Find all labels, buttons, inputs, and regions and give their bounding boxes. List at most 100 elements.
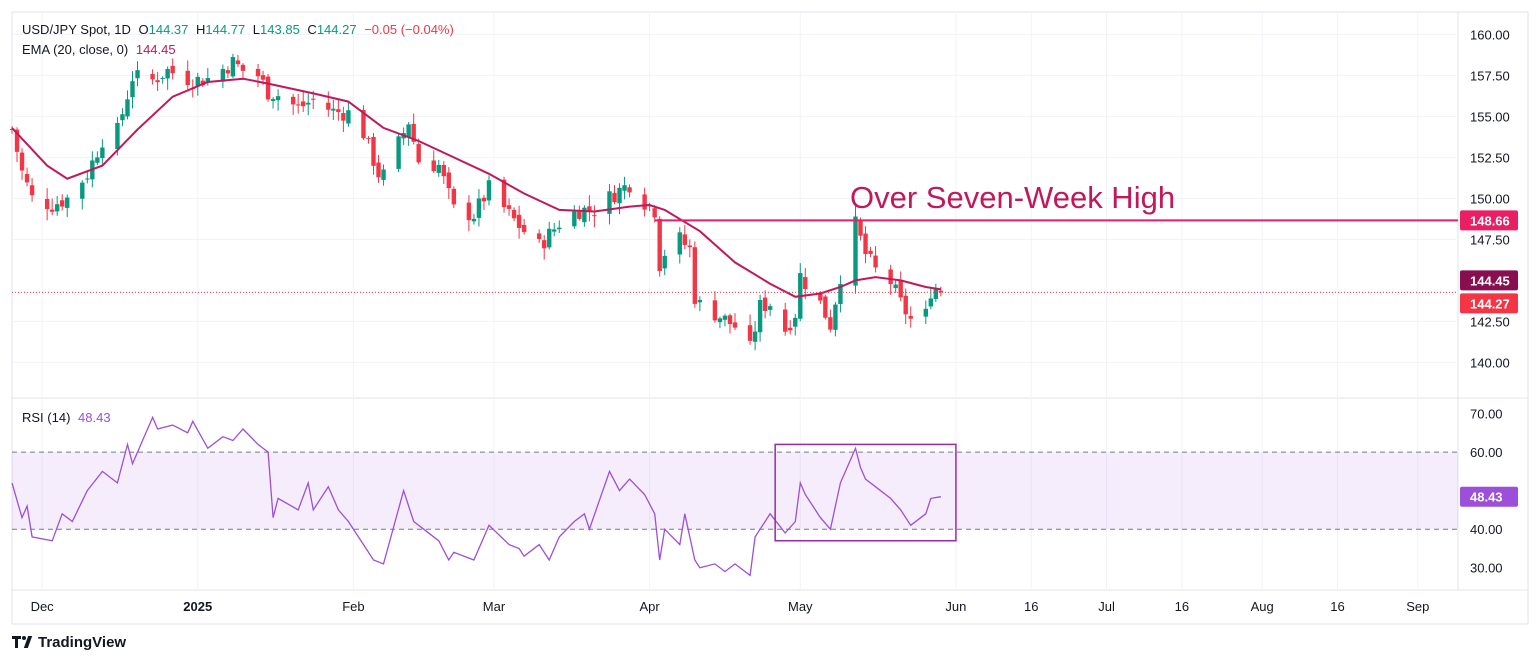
- candle-body: [536, 233, 542, 239]
- candle-body: [547, 228, 552, 248]
- candle-body: [552, 229, 557, 232]
- candle-body: [818, 293, 823, 301]
- candle-body: [466, 202, 472, 221]
- candle-body: [592, 215, 597, 217]
- candle-body: [54, 204, 60, 212]
- candle-body: [712, 300, 718, 321]
- candle-body: [828, 317, 833, 330]
- candle-body: [788, 327, 793, 331]
- candle-body: [793, 317, 798, 327]
- candle-body: [170, 65, 175, 74]
- candle-body: [165, 68, 170, 79]
- candle-body: [65, 197, 70, 208]
- candle-body: [225, 70, 231, 74]
- candle-body: [195, 76, 200, 86]
- candle-body: [326, 102, 331, 110]
- ema-price-tag: 144.45: [1470, 273, 1510, 288]
- candle-body: [612, 192, 617, 203]
- candle-body: [265, 76, 271, 100]
- annotation-over-seven-week-high: Over Seven-Week High: [850, 180, 1176, 215]
- tradingview-brand: TradingView: [12, 634, 126, 651]
- candle-body: [677, 232, 682, 255]
- rsi-tick-label: 40.00: [1470, 522, 1503, 537]
- candle-body: [767, 306, 773, 310]
- rsi-highlight-box: [774, 443, 957, 542]
- candle-body: [19, 152, 25, 171]
- price-legend: USD/JPY Spot, 1D O144.37 H144.77 L143.85…: [22, 22, 458, 37]
- candle-body: [24, 174, 30, 183]
- candle-body: [657, 218, 662, 271]
- candle-body: [783, 309, 788, 332]
- candle-body: [80, 182, 85, 199]
- candle-body: [833, 304, 838, 330]
- candle-body: [587, 206, 592, 212]
- candle-body: [44, 198, 50, 210]
- time-tick-label: 16: [1330, 599, 1344, 614]
- time-tick-label: Jul: [1098, 599, 1115, 614]
- time-tick-label: May: [788, 599, 813, 614]
- candle-body: [823, 296, 828, 318]
- price-tick-label: 160.00: [1470, 27, 1510, 42]
- candle-body: [115, 122, 120, 149]
- candle-body: [516, 214, 522, 228]
- ema-legend: EMA (20, close, 0) 144.45: [22, 42, 180, 57]
- brand-name: TradingView: [38, 634, 127, 651]
- candle-body: [476, 198, 482, 218]
- candle-body: [200, 80, 205, 86]
- candle-body: [898, 280, 903, 298]
- candle-body: [130, 81, 135, 98]
- price-tick-label: 140.00: [1470, 355, 1510, 370]
- candle-body: [888, 269, 893, 285]
- time-tick-label: Jun: [945, 599, 966, 614]
- candle-body: [557, 227, 562, 230]
- price-tick-label: 157.50: [1470, 68, 1510, 83]
- price-tick-label: 142.50: [1470, 314, 1510, 329]
- candle-body: [49, 209, 55, 212]
- candle-body: [893, 284, 898, 289]
- ohlc-close: C144.27: [307, 22, 357, 37]
- candle-body: [411, 123, 416, 142]
- candle-body: [938, 290, 944, 293]
- candle-body: [441, 165, 446, 177]
- rsi-tick-label: 70.00: [1470, 407, 1503, 422]
- current-price-tag-bg: [1460, 293, 1518, 314]
- rsi-value-tag-bg: [1460, 486, 1518, 507]
- time-tick-label: Mar: [483, 599, 506, 614]
- candle-body: [431, 160, 436, 172]
- candle-body: [346, 110, 351, 124]
- candle-body: [662, 255, 667, 269]
- time-tick-label: Apr: [640, 599, 661, 614]
- candle-body: [120, 114, 125, 121]
- candle-body: [95, 157, 100, 163]
- candle-body: [306, 102, 311, 105]
- rsi-value-tag: 48.43: [1470, 490, 1503, 505]
- candle-body: [295, 104, 301, 106]
- time-tick-label: Aug: [1251, 599, 1274, 614]
- ohlc-high: H144.77: [196, 22, 246, 37]
- candle-body: [155, 80, 160, 83]
- candle-body: [60, 200, 65, 207]
- price-tick-label: 147.50: [1470, 232, 1510, 247]
- candle-body: [692, 247, 698, 304]
- candle-body: [747, 325, 753, 341]
- price-tick-label: 152.50: [1470, 150, 1510, 165]
- candle-body: [501, 179, 507, 208]
- candle-body: [290, 96, 296, 105]
- current-price-tag: 144.27: [1470, 296, 1510, 311]
- candle-body: [923, 308, 928, 317]
- candle-body: [903, 295, 908, 315]
- rsi-tick-label: 30.00: [1470, 561, 1503, 576]
- candle-body: [235, 60, 241, 65]
- time-tick-label: 16: [1175, 599, 1189, 614]
- candle-body: [642, 194, 647, 210]
- candle-body: [341, 113, 346, 121]
- candle-body: [722, 315, 728, 320]
- candle-body: [521, 224, 527, 233]
- candle-body: [868, 250, 873, 254]
- ohlc-change: −0.05 (−0.04%): [364, 22, 454, 37]
- candle-body: [697, 299, 703, 303]
- candle-body: [572, 211, 577, 227]
- candle-body: [230, 57, 236, 77]
- candle-body: [135, 70, 140, 79]
